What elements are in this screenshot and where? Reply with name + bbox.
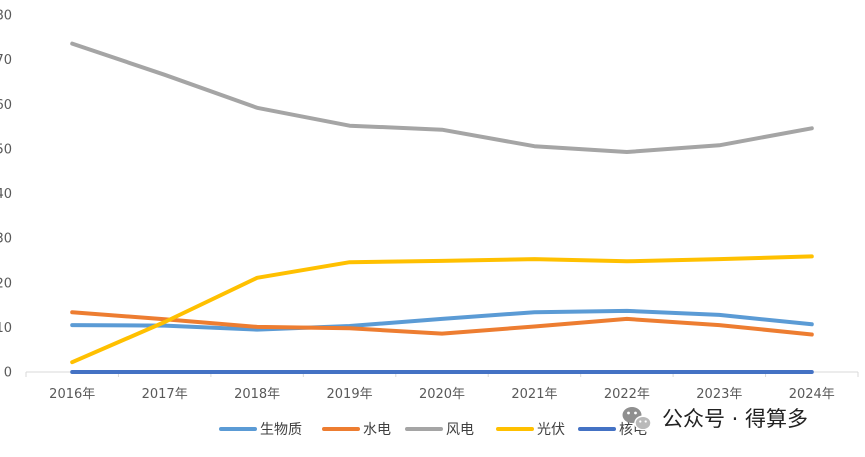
y-tick-label: 0 [4, 366, 12, 381]
y-tick-label: 70 [0, 53, 12, 68]
y-tick-label: 80 [0, 9, 12, 24]
x-tick-label: 2018年 [234, 387, 280, 402]
y-tick-label: 40 [0, 187, 12, 202]
x-tick-label: 2016年 [49, 387, 95, 402]
y-tick-label: 60 [0, 98, 12, 113]
x-axis: 2016年 2017年 2018年 2019年 2020年 2021年 2022年 2023年… [25, 371, 859, 402]
watermark: 公众号 · 得算多 [622, 407, 808, 431]
x-tick-label: 2021年 [511, 387, 557, 402]
y-tick-label: 10 [0, 321, 12, 336]
legend-label: 光伏 [537, 422, 565, 438]
y-tick-label: 30 [0, 232, 12, 247]
wechat-icon [622, 407, 652, 431]
legend: 生物质 水电 风电 光伏 核电 [219, 422, 647, 438]
legend-label: 水电 [363, 422, 391, 438]
series-line-4 [70, 254, 814, 365]
legend-label: 风电 [446, 422, 474, 438]
y-tick-label: 20 [0, 276, 12, 291]
series-line-2 [70, 310, 814, 337]
series-lines [70, 41, 814, 374]
x-tick-label: 2022年 [604, 387, 650, 402]
y-tick-label: 50 [0, 142, 12, 157]
x-tick-label: 2020年 [419, 387, 465, 402]
y-axis-ticks: 0 10 20 30 40 50 60 70 80 [0, 9, 12, 381]
series-line-1 [70, 308, 814, 332]
series-line-3 [70, 41, 814, 154]
x-tick-label: 2019年 [327, 387, 373, 402]
x-tick-label: 2024年 [789, 387, 835, 402]
x-tick-label: 2017年 [142, 387, 188, 402]
legend-label: 生物质 [260, 422, 302, 438]
watermark-text: 公众号 · 得算多 [662, 407, 808, 431]
x-tick-label: 2023年 [696, 387, 742, 402]
